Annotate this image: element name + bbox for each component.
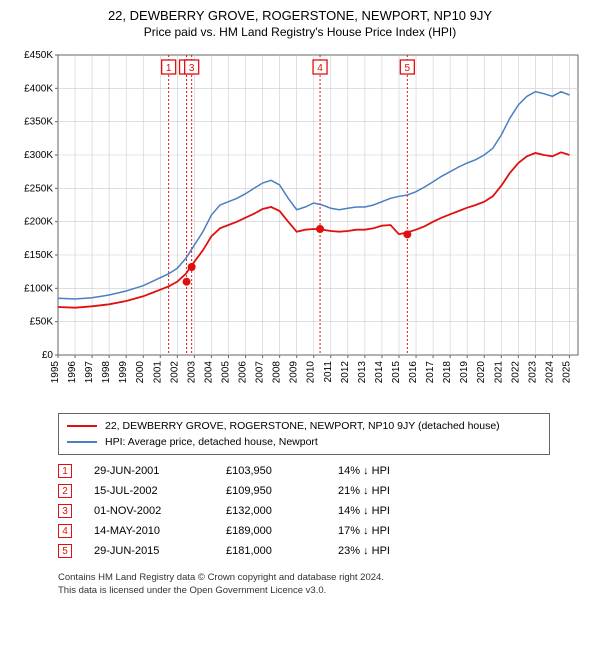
transaction-row: 1 29-JUN-2001 £103,950 14% ↓ HPI [58, 461, 550, 481]
svg-text:2023: 2023 [527, 361, 538, 384]
transaction-diff: 21% ↓ HPI [338, 485, 448, 497]
svg-text:2009: 2009 [289, 361, 300, 384]
svg-text:2020: 2020 [476, 361, 487, 384]
transaction-row: 5 29-JUN-2015 £181,000 23% ↓ HPI [58, 541, 550, 561]
transaction-marker: 3 [58, 504, 72, 518]
svg-text:£50K: £50K [30, 317, 54, 328]
svg-text:2015: 2015 [391, 361, 402, 384]
transaction-diff: 14% ↓ HPI [338, 505, 448, 517]
svg-text:2016: 2016 [408, 361, 419, 384]
chart-title: 22, DEWBERRY GROVE, ROGERSTONE, NEWPORT,… [10, 8, 590, 23]
legend-item: HPI: Average price, detached house, Newp… [67, 434, 541, 450]
transaction-price: £109,950 [226, 485, 316, 497]
svg-text:2002: 2002 [169, 361, 180, 384]
svg-text:2001: 2001 [152, 361, 163, 384]
transaction-date: 29-JUN-2001 [94, 465, 204, 477]
transaction-date: 29-JUN-2015 [94, 545, 204, 557]
svg-text:1997: 1997 [84, 361, 95, 384]
legend-label: HPI: Average price, detached house, Newp… [105, 436, 318, 448]
svg-text:1999: 1999 [118, 361, 129, 384]
transaction-row: 2 15-JUL-2002 £109,950 21% ↓ HPI [58, 481, 550, 501]
svg-text:£150K: £150K [24, 250, 53, 261]
svg-text:2019: 2019 [459, 361, 470, 384]
svg-text:2003: 2003 [186, 361, 197, 384]
svg-text:£250K: £250K [24, 183, 53, 194]
svg-text:2006: 2006 [238, 361, 249, 384]
svg-text:5: 5 [405, 63, 411, 74]
svg-text:2013: 2013 [357, 361, 368, 384]
svg-text:2022: 2022 [510, 361, 521, 384]
chart-plot: £0 £50K £100K £150K £200K £250K £300K £350K £400… [10, 45, 590, 405]
svg-text:2025: 2025 [561, 361, 572, 384]
svg-text:2007: 2007 [255, 361, 266, 384]
transaction-diff: 14% ↓ HPI [338, 465, 448, 477]
legend-item: 22, DEWBERRY GROVE, ROGERSTONE, NEWPORT,… [67, 418, 541, 434]
transaction-table: 1 29-JUN-2001 £103,950 14% ↓ HPI 2 15-JUL-200… [58, 461, 550, 561]
svg-text:£200K: £200K [24, 217, 53, 228]
transaction-date: 15-JUL-2002 [94, 485, 204, 497]
svg-text:£350K: £350K [24, 117, 53, 128]
svg-text:3: 3 [189, 63, 195, 74]
svg-text:2005: 2005 [220, 361, 231, 384]
footer-line-1: Contains HM Land Registry data © Crown c… [58, 571, 578, 584]
transaction-row: 3 01-NOV-2002 £132,000 14% ↓ HPI [58, 501, 550, 521]
transaction-diff: 17% ↓ HPI [338, 525, 448, 537]
transaction-date: 01-NOV-2002 [94, 505, 204, 517]
svg-text:£450K: £450K [24, 50, 53, 61]
legend: 22, DEWBERRY GROVE, ROGERSTONE, NEWPORT,… [58, 413, 550, 455]
chart-subtitle: Price paid vs. HM Land Registry's House … [10, 25, 590, 39]
svg-text:2024: 2024 [544, 361, 555, 384]
transaction-diff: 23% ↓ HPI [338, 545, 448, 557]
transaction-price: £189,000 [226, 525, 316, 537]
footer-line-2: This data is licensed under the Open Gov… [58, 584, 578, 597]
svg-text:2000: 2000 [135, 361, 146, 384]
chart-container: 22, DEWBERRY GROVE, ROGERSTONE, NEWPORT,… [0, 0, 600, 650]
svg-text:2021: 2021 [493, 361, 504, 384]
svg-text:2008: 2008 [272, 361, 283, 384]
transaction-price: £103,950 [226, 465, 316, 477]
legend-swatch [67, 425, 97, 427]
transaction-marker: 1 [58, 464, 72, 478]
legend-swatch [67, 441, 97, 443]
transaction-marker: 4 [58, 524, 72, 538]
transaction-row: 4 14-MAY-2010 £189,000 17% ↓ HPI [58, 521, 550, 541]
transaction-date: 14-MAY-2010 [94, 525, 204, 537]
svg-text:2010: 2010 [306, 361, 317, 384]
transaction-marker: 5 [58, 544, 72, 558]
svg-text:1996: 1996 [67, 361, 78, 384]
svg-text:2012: 2012 [340, 361, 351, 384]
svg-text:£0: £0 [42, 350, 54, 361]
transaction-marker: 2 [58, 484, 72, 498]
legend-label: 22, DEWBERRY GROVE, ROGERSTONE, NEWPORT,… [105, 420, 500, 432]
svg-text:£400K: £400K [24, 83, 53, 94]
svg-text:£300K: £300K [24, 150, 53, 161]
transaction-price: £132,000 [226, 505, 316, 517]
svg-text:2018: 2018 [442, 361, 453, 384]
svg-text:1: 1 [166, 63, 172, 74]
footer-attribution: Contains HM Land Registry data © Crown c… [58, 571, 578, 598]
svg-text:2004: 2004 [203, 361, 214, 384]
svg-text:1995: 1995 [50, 361, 61, 384]
svg-text:2011: 2011 [323, 361, 334, 383]
svg-text:4: 4 [317, 63, 323, 74]
svg-text:2017: 2017 [425, 361, 436, 384]
svg-text:2014: 2014 [374, 361, 385, 384]
svg-text:£100K: £100K [24, 283, 53, 294]
transaction-price: £181,000 [226, 545, 316, 557]
svg-text:1998: 1998 [101, 361, 112, 384]
